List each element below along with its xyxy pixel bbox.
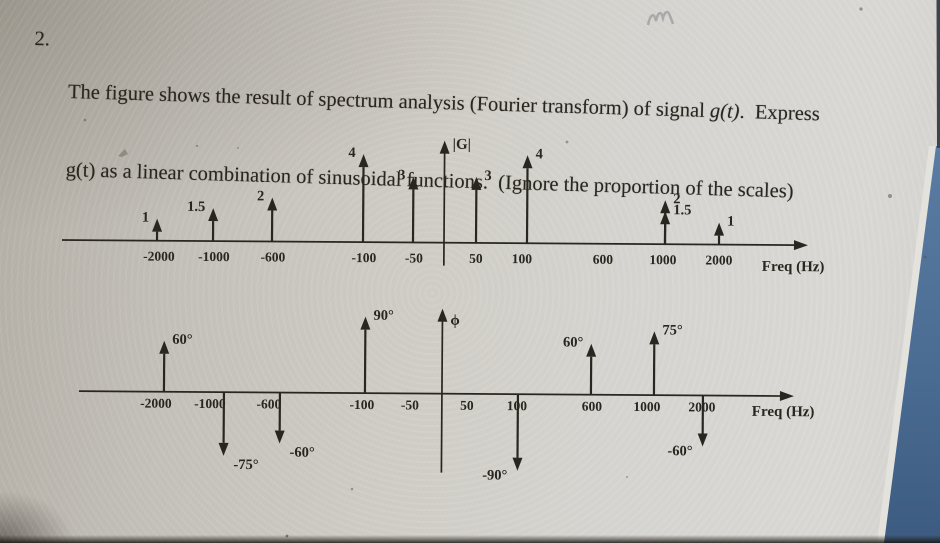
stem-value-label: 60° [172,332,193,348]
stem-value-label: -60° [289,445,314,461]
paper-speck [237,147,239,149]
x-axis-line [61,239,798,247]
tick-label: 50 [469,251,483,266]
stem-arrowhead [471,176,482,190]
stem-arrowhead [360,316,371,330]
tick-label: -1000 [194,396,226,411]
stem-arrowhead [408,176,419,190]
stem-arrowhead [649,331,660,345]
y-axis-label: ϕ [450,313,459,329]
stem-value-label: 3 [398,167,405,183]
stem-value-label: -75° [233,457,258,473]
paper-speck [888,194,892,198]
stem-arrowhead [697,433,708,447]
stem-arrowhead [267,197,278,211]
screen-edge-dark [936,0,940,148]
tick-label: 1000 [649,252,676,267]
paper-speck [350,487,354,491]
tick-label: -100 [351,250,376,265]
stem-value-label: 4 [536,146,543,162]
paper-speck [195,144,199,148]
stem-value-label: 90° [373,308,394,324]
tick-label: -2000 [143,249,175,264]
tick-label: 600 [582,399,603,414]
paper-speck [565,140,569,144]
x-axis-arrowhead [779,391,794,402]
stem-value-label: 1.5 [673,202,691,218]
stem-arrowhead [714,222,725,236]
stem-value-label: 1 [142,210,149,226]
tick-label: -100 [349,397,374,412]
x-axis-label: Freq (Hz) [762,259,825,275]
stem-arrowhead [660,200,671,214]
stem-value-label: -90° [482,467,507,483]
stem-arrowhead [586,343,597,357]
tick-label: -600 [260,249,285,264]
paper-speck [285,534,289,538]
stem-value-label: 1.5 [187,199,205,215]
stem-arrowhead [522,155,533,169]
paper-speck [625,475,629,479]
stem-arrowhead [512,457,523,471]
y-axis-arrowhead [439,140,450,154]
tick-label: -1000 [198,249,230,264]
y-axis-line [442,149,446,266]
x-axis-arrowhead [793,240,808,251]
tick-label: 2000 [705,253,732,268]
stem-value-label: 60° [563,335,584,351]
stem-value-label: 2 [257,188,264,204]
desk-surface [884,146,940,543]
stem-value-label: 75° [662,322,683,338]
stem-arrowhead [274,430,285,444]
stem-arrowhead [159,340,170,354]
stem-value-label: -60° [667,443,692,459]
paper-speck [923,255,927,259]
stem-arrowhead [660,211,671,225]
y-axis-line [440,317,444,473]
tick-label: 50 [460,398,474,413]
tick-label: -2000 [140,396,172,411]
stem-line [361,167,365,243]
y-axis-arrowhead [437,308,448,322]
tick-label: -600 [256,396,281,411]
stem-value-label: 2 [673,191,680,207]
tick-label: 100 [512,251,533,266]
tick-label: -50 [405,250,423,265]
stem-arrowhead [218,442,229,456]
pencil-smudge [646,10,675,26]
x-axis-line [78,390,784,397]
stem-value-label: 4 [348,145,355,161]
stem-line [525,168,529,244]
pencil-mark [118,149,128,157]
paper-speck [83,118,87,122]
x-axis-label: Freq (Hz) [752,404,815,420]
stem-arrowhead [208,208,219,222]
stem-arrowhead [152,218,163,232]
y-axis-label: |G| [453,137,471,153]
bottom-edge-shadow [0,535,940,543]
tick-label: 1000 [633,399,660,414]
stem-value-label: 1 [727,214,734,230]
tick-label: 600 [593,252,614,267]
magnitude-spectrum: |G| Freq (Hz) -2000 -1000 -600 -100 -50 50 100 60… [61,137,825,275]
stem-value-label: 3 [484,168,491,184]
tick-label: -50 [401,397,419,412]
stem-arrowhead [358,154,369,168]
paper-speck [859,7,863,11]
